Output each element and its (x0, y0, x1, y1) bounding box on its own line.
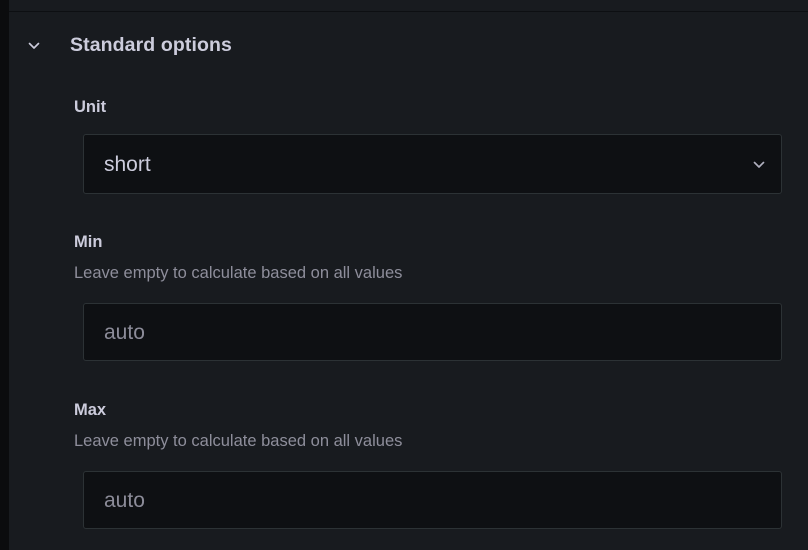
min-input-placeholder: auto (104, 320, 145, 344)
unit-select[interactable]: short (83, 134, 782, 194)
chevron-down-icon[interactable] (737, 155, 781, 173)
max-field-group: Max Leave empty to calculate based on al… (74, 400, 774, 452)
min-field-group: Min Leave empty to calculate based on al… (74, 232, 774, 284)
unit-field-group: Unit (74, 97, 774, 117)
standard-options-section-header[interactable]: Standard options (9, 12, 808, 78)
max-description: Leave empty to calculate based on all va… (74, 432, 403, 450)
section-divider (9, 11, 808, 12)
max-label: Max (74, 401, 107, 419)
page-title: Standard options (70, 33, 232, 56)
unit-select-value: short (104, 152, 151, 176)
min-input[interactable]: auto (83, 303, 782, 361)
chevron-down-icon[interactable] (14, 25, 54, 65)
standard-options-pane: Standard options Unit short Min Leave em… (9, 0, 808, 550)
unit-label: Unit (74, 98, 107, 116)
max-input-placeholder: auto (104, 488, 145, 512)
left-gutter (0, 0, 9, 550)
min-label: Min (74, 233, 103, 251)
max-input[interactable]: auto (83, 471, 782, 529)
min-description: Leave empty to calculate based on all va… (74, 264, 403, 282)
